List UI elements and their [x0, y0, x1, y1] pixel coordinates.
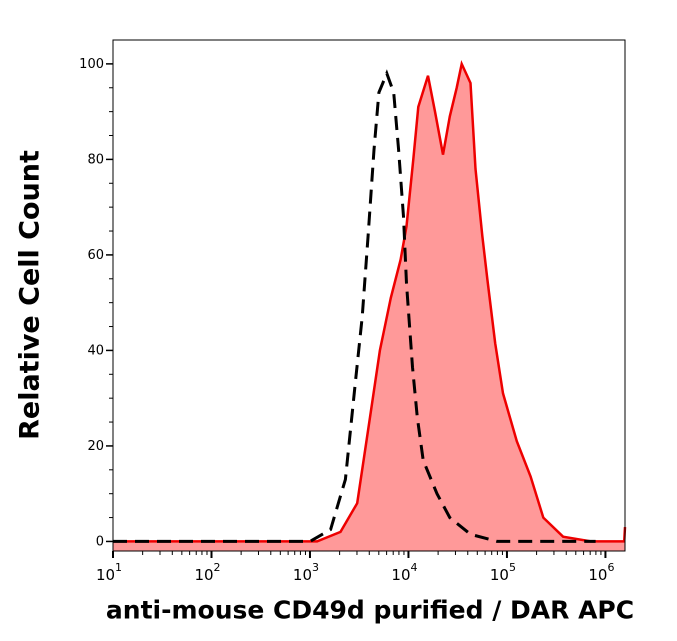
y-axis-title: Relative Cell Count	[14, 150, 46, 440]
x-tick-base: 10	[293, 566, 312, 584]
x-tick-exponent: 3	[312, 561, 319, 574]
x-tick-label: 101	[96, 561, 122, 584]
x-tick-label: 106	[588, 561, 614, 584]
y-tick-label: 20	[87, 439, 104, 454]
y-tick-label: 40	[87, 343, 104, 358]
x-tick-base: 10	[588, 566, 607, 584]
x-axis-title: anti-mouse CD49d purified / DAR APC	[105, 595, 635, 625]
y-tick-label: 100	[79, 57, 104, 72]
x-tick-base: 10	[194, 566, 213, 584]
y-tick-label: 0	[96, 534, 104, 549]
x-tick-exponent: 5	[509, 561, 516, 574]
series-fill-0	[113, 63, 625, 552]
y-tick-label: 60	[87, 248, 104, 263]
x-tick-exponent: 1	[115, 561, 122, 574]
y-tick-label: 80	[87, 152, 104, 167]
x-tick-base: 10	[96, 566, 115, 584]
x-tick-label: 103	[293, 561, 319, 584]
series-line-0	[113, 59, 627, 543]
x-tick-base: 10	[490, 566, 509, 584]
x-tick-label: 102	[194, 561, 220, 584]
x-tick-exponent: 2	[214, 561, 221, 574]
x-tick-exponent: 6	[607, 561, 614, 574]
series-line-1	[113, 69, 596, 543]
x-tick-base: 10	[391, 566, 410, 584]
x-tick-label: 105	[490, 561, 516, 584]
x-tick-label: 104	[391, 561, 417, 584]
x-tick-exponent: 4	[411, 561, 418, 574]
